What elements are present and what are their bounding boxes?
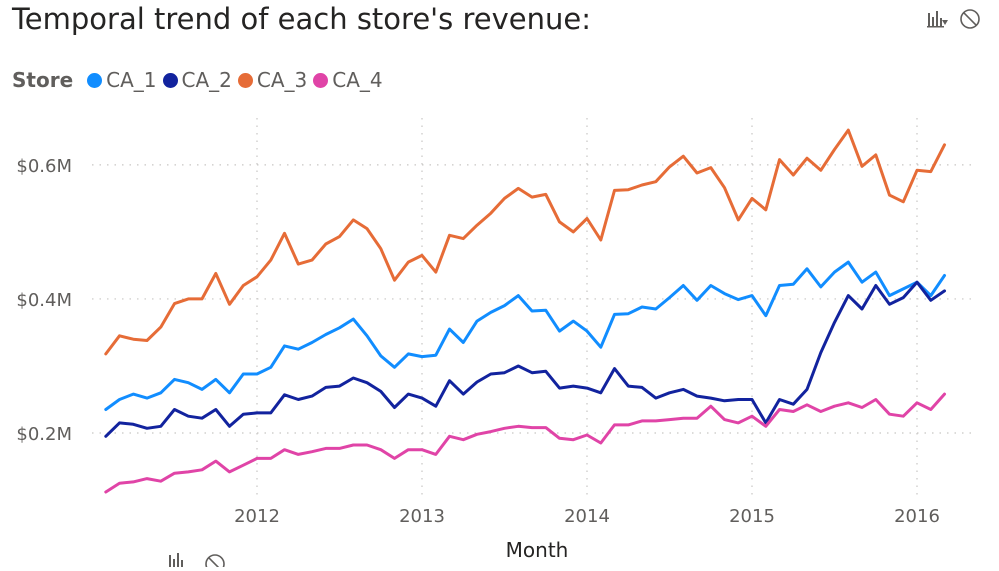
- x-tick-label: 2012: [234, 506, 280, 527]
- legend-label: CA_4: [332, 68, 383, 92]
- series-line-ca-4[interactable]: [104, 392, 946, 494]
- x-tick-label: 2013: [399, 506, 445, 527]
- legend-item-ca-4[interactable]: CA_4: [313, 68, 383, 92]
- series-lines: [104, 128, 946, 494]
- legend-item-ca-2[interactable]: CA_2: [162, 68, 232, 92]
- x-tick-label: 2016: [894, 506, 940, 527]
- legend-label: CA_1: [106, 68, 157, 92]
- legend-item-ca-3[interactable]: CA_3: [237, 68, 308, 92]
- legend-marker: [237, 72, 253, 88]
- y-tick-label: $0.4M: [16, 290, 72, 311]
- legend-marker: [313, 72, 329, 88]
- visual-footer: [168, 552, 226, 571]
- axes: $0.2M $0.4M $0.6M 2012 2013 2014 2015 2016: [16, 156, 940, 527]
- series-line-ca-3[interactable]: [104, 128, 946, 356]
- y-tick-label: $0.2M: [16, 424, 72, 445]
- legend-marker: [87, 72, 103, 88]
- visual-header: [927, 8, 981, 34]
- focus-mode-icon[interactable]: [927, 9, 949, 33]
- x-tick-label: 2015: [729, 506, 775, 527]
- legend-label: CA_2: [181, 68, 232, 92]
- no-filter-icon[interactable]: [204, 552, 226, 571]
- legend-item-ca-1[interactable]: CA_1: [87, 68, 157, 92]
- series-line-ca-2[interactable]: [104, 280, 946, 438]
- chart-title: Temporal trend of each store's revenue:: [12, 2, 591, 36]
- y-tick-label: $0.6M: [16, 156, 72, 177]
- legend-label: CA_3: [256, 68, 308, 92]
- x-tick-label: 2014: [564, 506, 610, 527]
- focus-mode-icon[interactable]: [168, 552, 190, 571]
- legend-marker: [162, 72, 178, 88]
- legend: Store CA_1 CA_2 CA_3 CA_4: [12, 68, 389, 92]
- series-line-ca-1[interactable]: [104, 260, 946, 411]
- legend-title: Store: [12, 68, 74, 92]
- x-axis-title: Month: [506, 538, 569, 562]
- no-filter-icon[interactable]: [959, 8, 981, 34]
